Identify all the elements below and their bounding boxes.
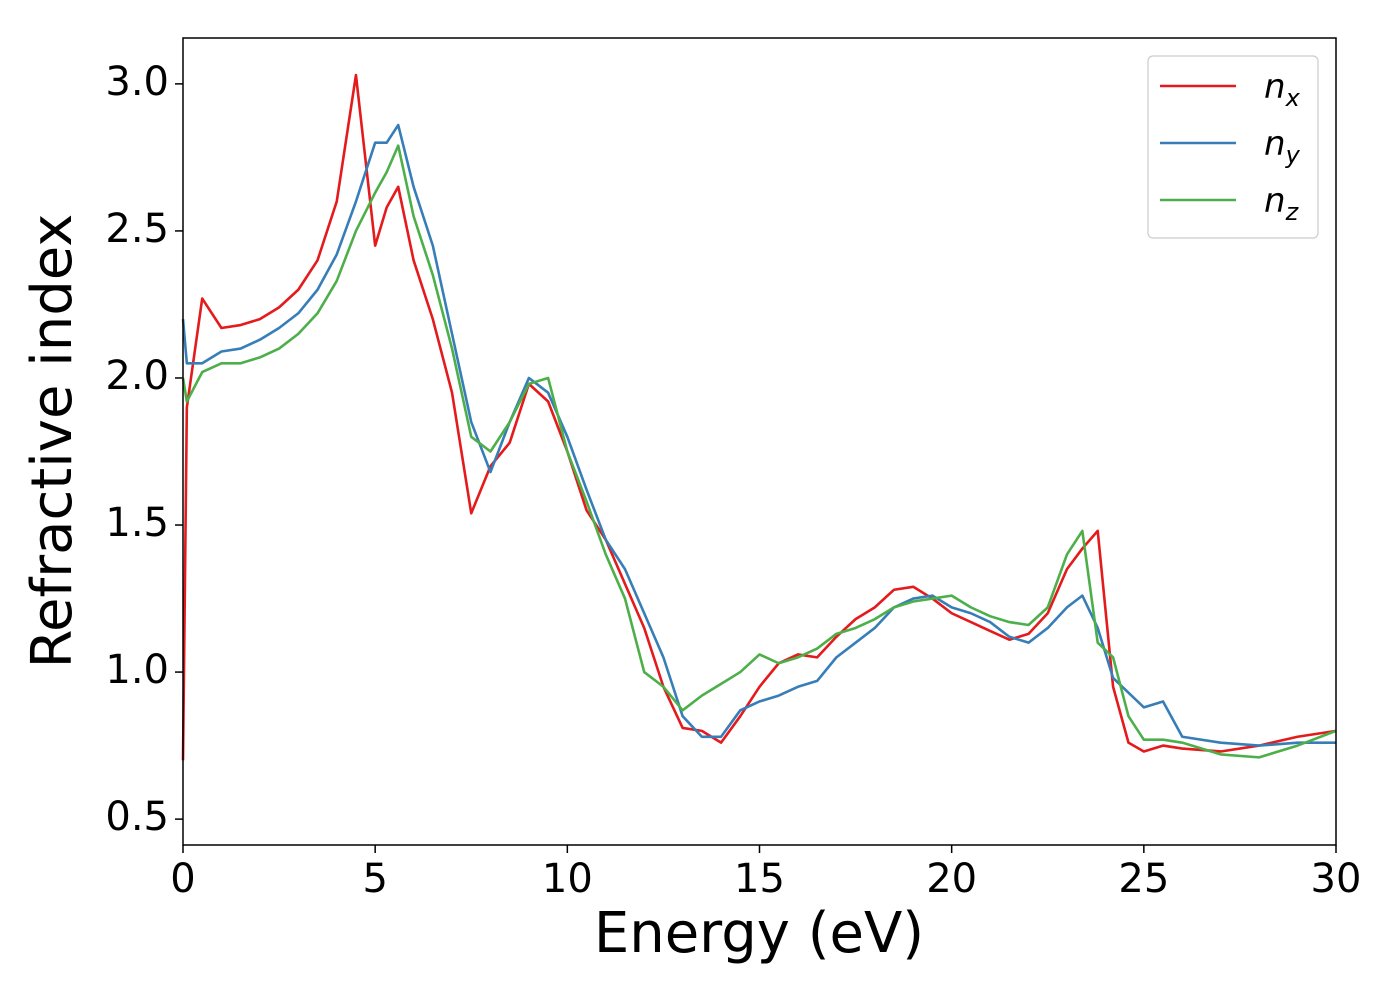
- legend-label: ny: [1264, 124, 1301, 169]
- legend: nx ny nz: [1147, 55, 1319, 239]
- y-tick-label: 2.5: [105, 206, 169, 252]
- series-line: [181, 144, 1337, 759]
- legend-label: nz: [1264, 181, 1300, 226]
- y-tick-label: 3.0: [105, 59, 169, 105]
- plot-frame: [182, 37, 1337, 846]
- x-tick-label: 20: [926, 856, 977, 902]
- x-tick-label: 5: [362, 856, 387, 902]
- x-tick-label: 15: [734, 856, 785, 902]
- legend-box: [1147, 55, 1319, 239]
- y-tick-label: 1.5: [105, 500, 169, 546]
- x-axis-label: Energy (eV): [594, 901, 924, 966]
- x-tick-label: 30: [1311, 856, 1362, 902]
- y-tick-label: 0.5: [105, 794, 169, 840]
- x-tick-label: 10: [542, 856, 593, 902]
- y-tick-label: 2.0: [105, 353, 169, 399]
- y-tick-label: 1.0: [105, 647, 169, 693]
- series-line: [181, 123, 1336, 747]
- y-axis-label: Refractive index: [20, 214, 85, 669]
- x-tick-label: 25: [1118, 856, 1169, 902]
- legend-label: nx: [1264, 67, 1301, 112]
- x-tick-label: 0: [170, 856, 195, 902]
